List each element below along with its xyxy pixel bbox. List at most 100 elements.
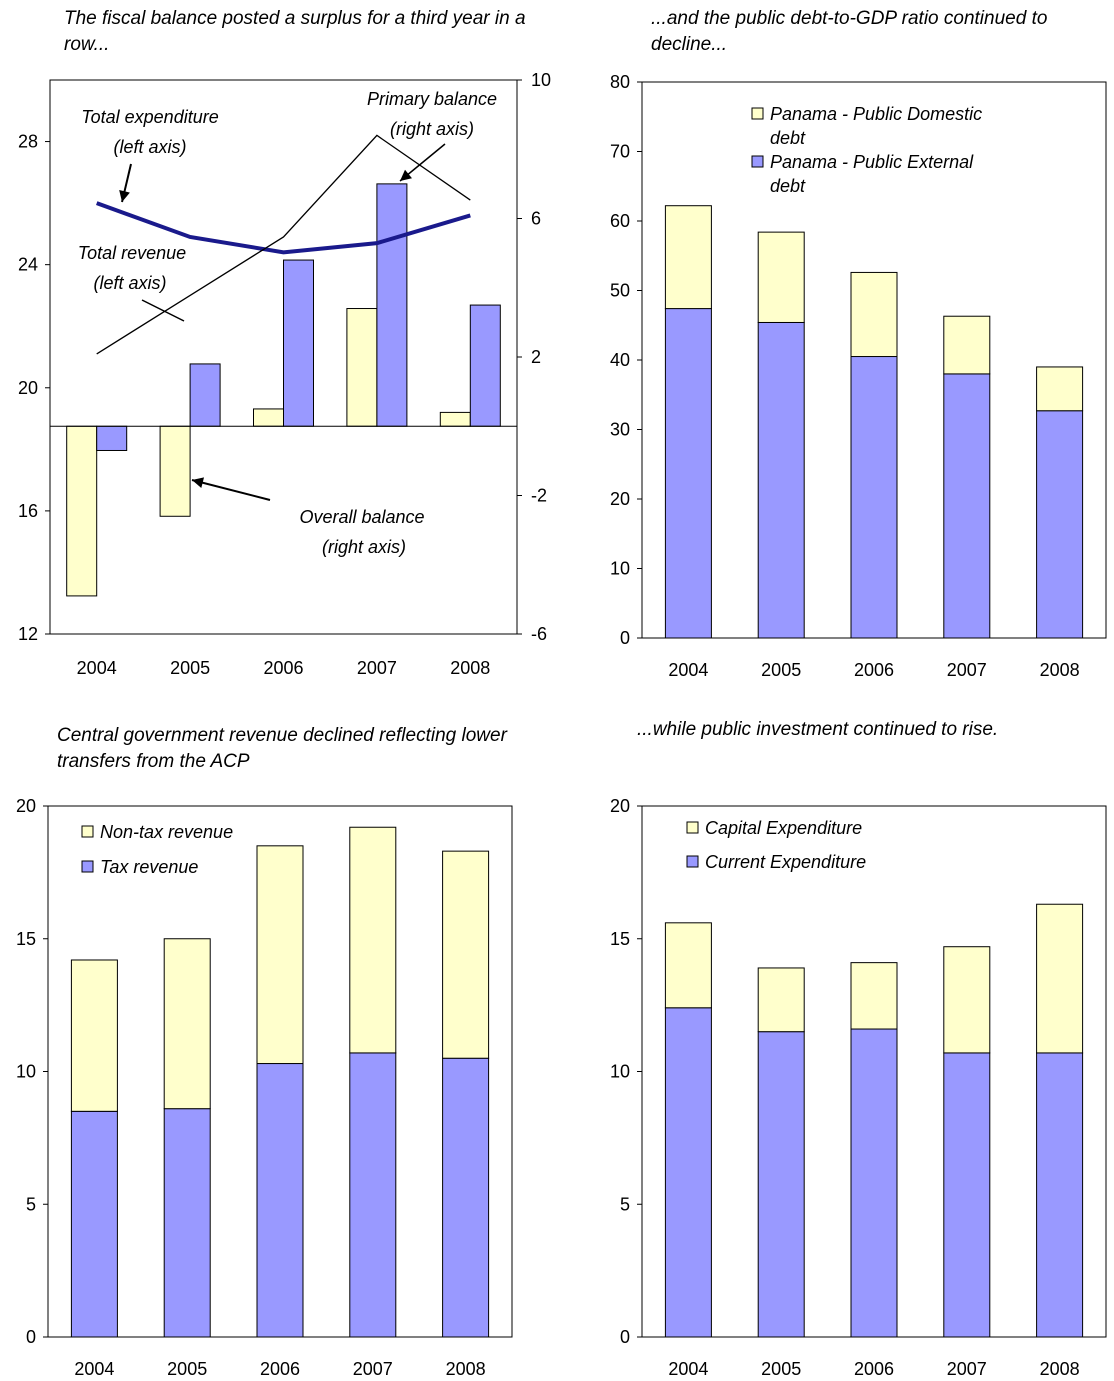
y-tick-label: 40 <box>610 350 630 370</box>
bar-0 <box>757 1031 805 1338</box>
x-tick-label: 2004 <box>74 1359 114 1379</box>
bar-0 <box>256 1063 304 1338</box>
chart-title-debt: ...and the public debt-to-GDP ratio cont… <box>651 8 1048 55</box>
bar-0 <box>1036 410 1084 639</box>
leader-total-revenue <box>141 299 185 322</box>
bar-0 <box>70 1110 118 1338</box>
legend-swatch <box>751 107 764 120</box>
legend-label: Panama - Public External <box>770 152 974 172</box>
arrow-total-expenditure-head <box>119 190 130 202</box>
bar-1 <box>943 315 991 375</box>
y-tick-label: 60 <box>610 211 630 231</box>
x-tick-label: 2008 <box>1040 1359 1080 1379</box>
x-tick-label: 2004 <box>668 1359 708 1379</box>
bar-0 <box>943 373 991 639</box>
annotation-primary-balance-axis: (right axis) <box>390 119 474 139</box>
arrow-overall-balance <box>191 479 271 501</box>
bar-1 <box>757 231 805 323</box>
bar-1 <box>850 962 898 1030</box>
y-tick-label: 15 <box>610 929 630 949</box>
y-right-tick-label: 2 <box>531 347 541 367</box>
y-tick-label: 5 <box>26 1194 36 1214</box>
bar-0 <box>664 308 712 639</box>
y-tick-label: 50 <box>610 281 630 301</box>
x-tick-label: 2008 <box>1040 660 1080 680</box>
arrow-overall-balance-head <box>192 477 205 489</box>
x-tick-label: 2004 <box>668 660 708 680</box>
x-tick-label: 2006 <box>263 658 303 678</box>
legend-swatch <box>686 855 699 868</box>
chart-title-fiscal: The fiscal balance posted a surplus for … <box>64 8 526 55</box>
chart-title-investment: ...while public investment continued to … <box>637 719 999 740</box>
y-right-tick-label: -2 <box>531 486 547 506</box>
annotation-overall-balance-axis: (right axis) <box>322 537 406 557</box>
bar-0 <box>163 1108 211 1338</box>
legend-swatch <box>81 825 94 838</box>
annotation-total-expenditure: Total expenditure <box>81 107 218 127</box>
x-tick-label: 2004 <box>77 658 117 678</box>
x-tick-label: 2006 <box>854 660 894 680</box>
bar-1 <box>757 967 805 1033</box>
bar-1 <box>850 271 898 358</box>
legend-label: Current Expenditure <box>705 852 866 872</box>
legend-label: debt <box>770 128 806 148</box>
bar-1 <box>283 259 314 427</box>
bar-0 <box>349 1052 397 1338</box>
y-tick-label: 10 <box>610 1062 630 1082</box>
legend-swatch <box>686 821 699 834</box>
series-line-0 <box>96 201 471 255</box>
bar-1 <box>943 946 991 1054</box>
annotation-total-revenue-axis: (left axis) <box>93 273 166 293</box>
x-tick-label: 2007 <box>357 658 397 678</box>
y-tick-label: 20 <box>610 796 630 816</box>
x-tick-label: 2006 <box>260 1359 300 1379</box>
x-tick-label: 2008 <box>446 1359 486 1379</box>
bar-0 <box>66 425 98 597</box>
y-tick-label: 70 <box>610 142 630 162</box>
x-tick-label: 2007 <box>947 1359 987 1379</box>
y-left-tick-label: 16 <box>18 501 38 521</box>
y-tick-label: 20 <box>16 796 36 816</box>
annotation-total-expenditure-axis: (left axis) <box>113 137 186 157</box>
legend-swatch <box>81 860 94 873</box>
y-right-tick-label: 10 <box>531 70 551 90</box>
x-tick-label: 2005 <box>761 1359 801 1379</box>
y-tick-label: 10 <box>16 1062 36 1082</box>
x-tick-label: 2005 <box>170 658 210 678</box>
arrow-primary-balance-head <box>400 169 412 181</box>
bar-1 <box>349 826 397 1054</box>
x-tick-label: 2006 <box>854 1359 894 1379</box>
y-tick-label: 0 <box>620 1327 630 1347</box>
annotation-primary-balance: Primary balance <box>367 89 497 109</box>
bar-1 <box>163 938 211 1110</box>
y-tick-label: 0 <box>26 1327 36 1347</box>
bar-1 <box>469 304 501 427</box>
legend-label: Non-tax revenue <box>100 822 233 842</box>
bar-0 <box>442 1057 490 1338</box>
y-tick-label: 80 <box>610 72 630 92</box>
annotation-total-revenue: Total revenue <box>78 243 186 263</box>
bar-1 <box>664 922 712 1009</box>
bar-0 <box>664 1007 712 1338</box>
bar-1 <box>256 845 304 1065</box>
legend-label: Panama - Public Domestic <box>770 104 982 124</box>
y-left-tick-label: 28 <box>18 132 38 152</box>
y-left-tick-label: 24 <box>18 255 38 275</box>
bar-0 <box>1036 1052 1084 1338</box>
bar-1 <box>376 183 408 427</box>
bar-1 <box>442 850 490 1059</box>
bar-1 <box>189 363 221 427</box>
bar-0 <box>850 1028 898 1338</box>
y-tick-label: 20 <box>610 489 630 509</box>
legend-label: Tax revenue <box>100 857 198 877</box>
y-tick-label: 5 <box>620 1194 630 1214</box>
bar-0 <box>757 321 805 639</box>
bar-1 <box>70 959 118 1112</box>
y-right-tick-label: -6 <box>531 624 547 644</box>
bar-1 <box>1036 903 1084 1054</box>
legend-label: debt <box>770 176 806 196</box>
bar-0 <box>850 356 898 639</box>
x-tick-label: 2007 <box>947 660 987 680</box>
y-right-tick-label: 6 <box>531 209 541 229</box>
